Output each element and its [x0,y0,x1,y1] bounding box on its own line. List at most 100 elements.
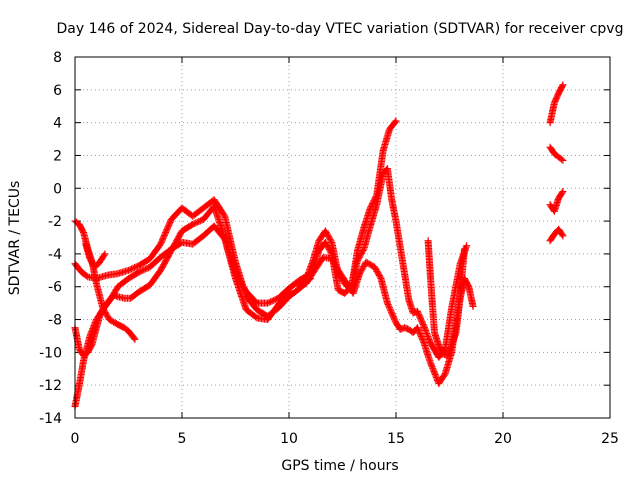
data-point-trail [551,91,562,106]
data-point-trail [360,224,374,251]
data-point-trail [115,276,131,290]
data-point-trail [309,248,322,273]
data-point-trail [157,248,175,273]
data-point-trail [371,264,384,281]
series-track-5 [82,240,109,271]
data-point-trail [555,227,566,239]
data-point-trail [147,268,164,288]
data-point-trail [286,277,302,291]
data-point [413,307,421,315]
tick-label-layer: 0 5 10 15 20 25 -14 -12 -10 -8 -6 -4 -2 0 2 4 6 8 [39,50,619,447]
data-point-trail [367,202,380,228]
data-point [392,117,400,125]
data-point-trail [354,246,367,263]
plot-frame [74,56,611,419]
tick-layer [74,56,611,419]
data-point-trail [122,325,131,334]
data-point-trail [342,284,354,296]
data-point-trail [322,240,335,256]
data-point-trail [275,285,292,301]
data-point-trail [551,227,562,237]
data-point-trail [335,271,348,286]
data-point-trail [211,197,228,219]
data-point-trail [137,282,153,295]
data-point-trail [452,296,464,335]
x-tick-label: 25 [601,431,619,447]
data-point-trail [399,258,413,302]
data-point-trail [360,205,374,230]
y-tick-label: -6 [48,280,62,296]
data-point-trail [384,166,396,202]
y-tick-label: -10 [39,345,62,361]
data-point-trail [104,292,117,306]
data-point-trail [71,325,83,352]
data-point [189,220,197,228]
x-tick-label: 5 [178,431,187,447]
data-point-trail [126,262,142,274]
data-point-trail [380,127,393,153]
data-point-trail [314,255,326,270]
data-point [125,266,132,274]
data-point-trail [328,251,342,292]
data-point-trail [373,171,387,207]
data-point-trail [436,343,446,357]
data-point-trail [406,326,416,336]
data-point-trail [147,241,164,261]
series-track-9 [424,237,477,360]
data-point-trail [556,154,565,163]
x-tick-label: 20 [494,431,512,447]
data-point-trail [111,291,120,300]
data-point-trail [265,302,281,322]
data-point [559,232,567,240]
data-point-trail [232,271,249,294]
data-point-trail [72,261,85,275]
data-point-trail [297,280,309,290]
data-point-trail [137,264,152,275]
data-point-trail [402,324,411,333]
data-point-trail [354,225,367,253]
data-point [559,188,567,196]
data-point-trail [76,222,87,235]
data-point-trail [243,289,260,306]
data-point-trail [356,260,369,276]
data-point-trail [107,316,120,328]
x-tick-label: 10 [280,431,298,447]
data-point-trail [444,343,455,358]
series-track-11 [546,143,567,164]
data-point [264,299,272,307]
data-point-trail [555,82,566,96]
series-track-8 [296,165,471,361]
series-track-7 [296,117,400,294]
data-point-trail [137,256,153,269]
data-point-trail [92,261,101,270]
data-point-trail [393,320,403,332]
data-point-trail [547,145,558,157]
data-point-trail [465,284,477,309]
data-point-trail [81,349,90,359]
y-tick-label: -14 [39,411,62,427]
data-point-trail [89,325,100,347]
data-point [383,299,391,307]
data-point-trail [414,325,427,345]
data-point-trail [448,261,464,310]
data-point [413,324,421,332]
y-tick-label: 8 [53,50,62,66]
data-point-trail [398,324,407,333]
series-track-2 [71,222,293,411]
data-point-trail [190,233,206,247]
data-point-trail [115,321,127,331]
data-point-trail [79,269,91,280]
data-point-trail [286,285,302,300]
data-point-trail [126,269,142,282]
y-axis-label: SDTVAR / TECUs [7,181,23,296]
data-point-trail [168,228,185,253]
data-point-trail [190,205,206,219]
series-track-3 [71,202,314,360]
data-point-trail [436,371,448,386]
data-point-trail [461,276,472,289]
data-point [135,268,143,276]
data-point-trail [190,216,206,228]
data-point [426,358,434,366]
x-axis-label: GPS time / hours [281,458,398,474]
